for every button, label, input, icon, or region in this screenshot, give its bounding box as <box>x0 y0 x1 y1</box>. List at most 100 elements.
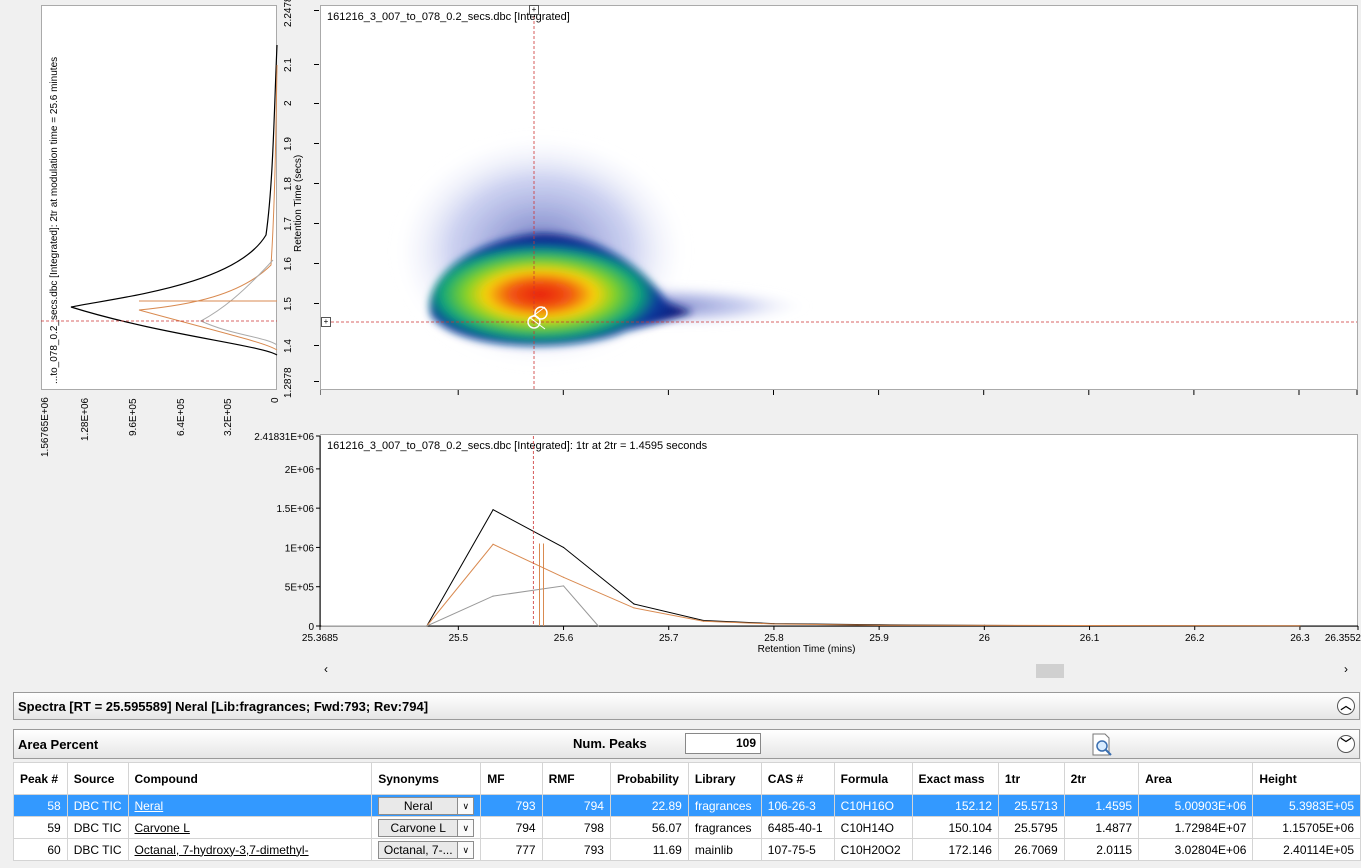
search-document-icon[interactable] <box>1090 733 1114 757</box>
horizontal-scrollbar[interactable]: ‹ › <box>320 662 1358 680</box>
contour-core <box>429 233 693 346</box>
bottom-x-tick-label: 25.9 <box>869 633 889 644</box>
col-rmf[interactable]: RMF <box>541 762 611 795</box>
contour-y-tick-mark <box>314 64 319 65</box>
bottom-x-tick-label: 25.5 <box>449 633 469 644</box>
cell-1tr: 26.7069 <box>997 838 1065 861</box>
cell-formula: C10H20O2 <box>833 838 913 861</box>
cell-height: 5.3983E+05 <box>1252 794 1361 817</box>
scroll-left-icon[interactable]: ‹ <box>324 662 328 676</box>
contour-y-tick-mark <box>314 143 319 144</box>
scroll-right-icon[interactable]: › <box>1344 662 1348 676</box>
col-exact-mass[interactable]: Exact mass <box>911 762 999 795</box>
series-gray-line <box>321 585 599 627</box>
side-profile-x-tick-label: 3.2E+05 <box>223 398 234 436</box>
col-1tr[interactable]: 1tr <box>997 762 1065 795</box>
series-orange-point <box>1299 625 1301 627</box>
series-orange-point <box>633 607 635 609</box>
col-probability[interactable]: Probability <box>609 762 689 795</box>
peak-marker-icon <box>534 306 548 320</box>
series-gray-point <box>320 625 323 627</box>
contour-plot-panel[interactable]: 161216_3_007_to_078_0.2_secs.dbc [Integr… <box>320 5 1358 390</box>
cell-rmf: 794 <box>541 794 611 817</box>
side-profile-panel <box>41 5 277 390</box>
bottom-chart-panel[interactable] <box>320 434 1358 627</box>
col-cas[interactable]: CAS # <box>760 762 835 795</box>
side-profile-x-tick-label: 0 <box>270 397 281 404</box>
peak-marker-icon <box>527 315 541 329</box>
col-height[interactable]: Height <box>1252 762 1361 795</box>
cell-exact-mass: 172.146 <box>911 838 999 861</box>
synonym-dropdown[interactable]: Octanal, 7-... ∨ <box>378 840 475 859</box>
synonym-dropdown[interactable]: Neral ∨ <box>378 796 475 815</box>
series-black-point <box>633 603 635 605</box>
cell-area: 3.02804E+06 <box>1138 838 1254 861</box>
cell-exact-mass: 152.12 <box>911 794 999 817</box>
table-row[interactable]: 59 DBC TIC Carvone L Carvone L ∨ 794 798 … <box>13 816 1361 839</box>
cell-area: 1.72984E+07 <box>1138 816 1254 839</box>
cell-compound[interactable]: Octanal, 7-hydroxy-3,7-dimethyl- <box>127 838 373 861</box>
contour-title: 161216_3_007_to_078_0.2_secs.dbc [Integr… <box>327 11 570 23</box>
bottom-chart: 0 5E+05 1E+06 1.5E+06 2E+06 2.41831E+06 25.368… <box>254 432 1361 655</box>
num-peaks-label: Num. Peaks <box>573 736 647 751</box>
cell-cas: 106-26-3 <box>760 794 835 817</box>
cell-synonyms: Octanal, 7-... ∨ <box>371 838 482 861</box>
cell-1tr: 25.5795 <box>997 816 1065 839</box>
col-mf[interactable]: MF <box>480 762 543 795</box>
crosshair-handle-left[interactable]: + <box>321 317 331 327</box>
cell-formula: C10H14O <box>833 816 913 839</box>
table-row[interactable]: 58 DBC TIC Neral Neral ∨ 793 794 22.89 fr… <box>13 794 1361 817</box>
series-black-line <box>321 509 1300 627</box>
cell-source: DBC TIC <box>66 794 129 817</box>
synonym-dropdown[interactable]: Carvone L ∨ <box>378 818 475 837</box>
compound-link[interactable]: Neral <box>134 798 164 813</box>
col-area[interactable]: Area <box>1138 762 1254 795</box>
col-compound[interactable]: Compound <box>127 762 373 795</box>
contour-y-tick-mark <box>314 103 319 104</box>
col-source[interactable]: Source <box>66 762 129 795</box>
crosshair-handle-top[interactable]: + <box>529 5 539 15</box>
series-gray-point <box>426 625 428 627</box>
col-synonyms[interactable]: Synonyms <box>371 762 482 795</box>
cell-compound[interactable]: Neral <box>127 794 373 817</box>
chevron-down-icon[interactable]: ∨ <box>457 819 474 836</box>
col-library[interactable]: Library <box>687 762 762 795</box>
collapse-down-icon[interactable]: ﹀ <box>1337 735 1355 753</box>
series-orange-point <box>773 623 775 625</box>
num-peaks-field[interactable]: 109 <box>685 733 761 754</box>
series-gray-point <box>492 595 494 597</box>
bottom-x-tick-label: 26.2 <box>1185 633 1205 644</box>
table-row[interactable]: 60 DBC TIC Octanal, 7-hydroxy-3,7-dimeth… <box>13 838 1361 861</box>
bottom-x-tick-label: 25.3685 <box>302 633 339 644</box>
scroll-thumb[interactable] <box>1036 664 1064 678</box>
col-peak[interactable]: Peak # <box>13 762 68 795</box>
series-gray-point <box>597 625 599 627</box>
cell-compound[interactable]: Carvone L <box>127 816 373 839</box>
cell-peak: 59 <box>13 816 68 839</box>
bottom-y-tick-label: 2E+06 <box>285 465 315 476</box>
side-profile-x-tick-label: 1.28E+06 <box>80 398 91 442</box>
bottom-x-tick-label: 26 <box>979 633 991 644</box>
contour-y-tick-label: 1.2878 <box>283 367 294 398</box>
cell-formula: C10H16O <box>833 794 913 817</box>
compound-link[interactable]: Octanal, 7-hydroxy-3,7-dimethyl- <box>134 842 309 857</box>
compound-link[interactable]: Carvone L <box>134 820 190 835</box>
contour-y-tick-mark <box>314 183 319 184</box>
cell-mf: 793 <box>480 794 543 817</box>
contour-y-tick-label: 1.4 <box>283 339 294 354</box>
spectra-bar[interactable]: Spectra [RT = 25.595589] Neral [Lib:frag… <box>13 692 1360 720</box>
col-formula[interactable]: Formula <box>833 762 913 795</box>
collapse-up-icon[interactable]: ︿ <box>1337 697 1355 715</box>
bottom-x-axis-title: Retention Time (mins) <box>758 644 856 655</box>
chevron-down-icon[interactable]: ∨ <box>457 841 474 858</box>
col-2tr[interactable]: 2tr <box>1063 762 1140 795</box>
bottom-x-tick-label: 26.3 <box>1290 633 1310 644</box>
cell-peak: 60 <box>13 838 68 861</box>
chevron-down-icon[interactable]: ∨ <box>457 797 474 814</box>
cell-synonyms: Carvone L ∨ <box>371 816 482 839</box>
bottom-x-tick-label: 25.7 <box>659 633 679 644</box>
side-profile-orange-trace <box>138 64 278 351</box>
contour-y-label: Retention Time (secs) <box>293 154 304 252</box>
cell-2tr: 1.4877 <box>1063 816 1140 839</box>
side-profile-x-tick-label: 1.56765E+06 <box>40 397 51 458</box>
